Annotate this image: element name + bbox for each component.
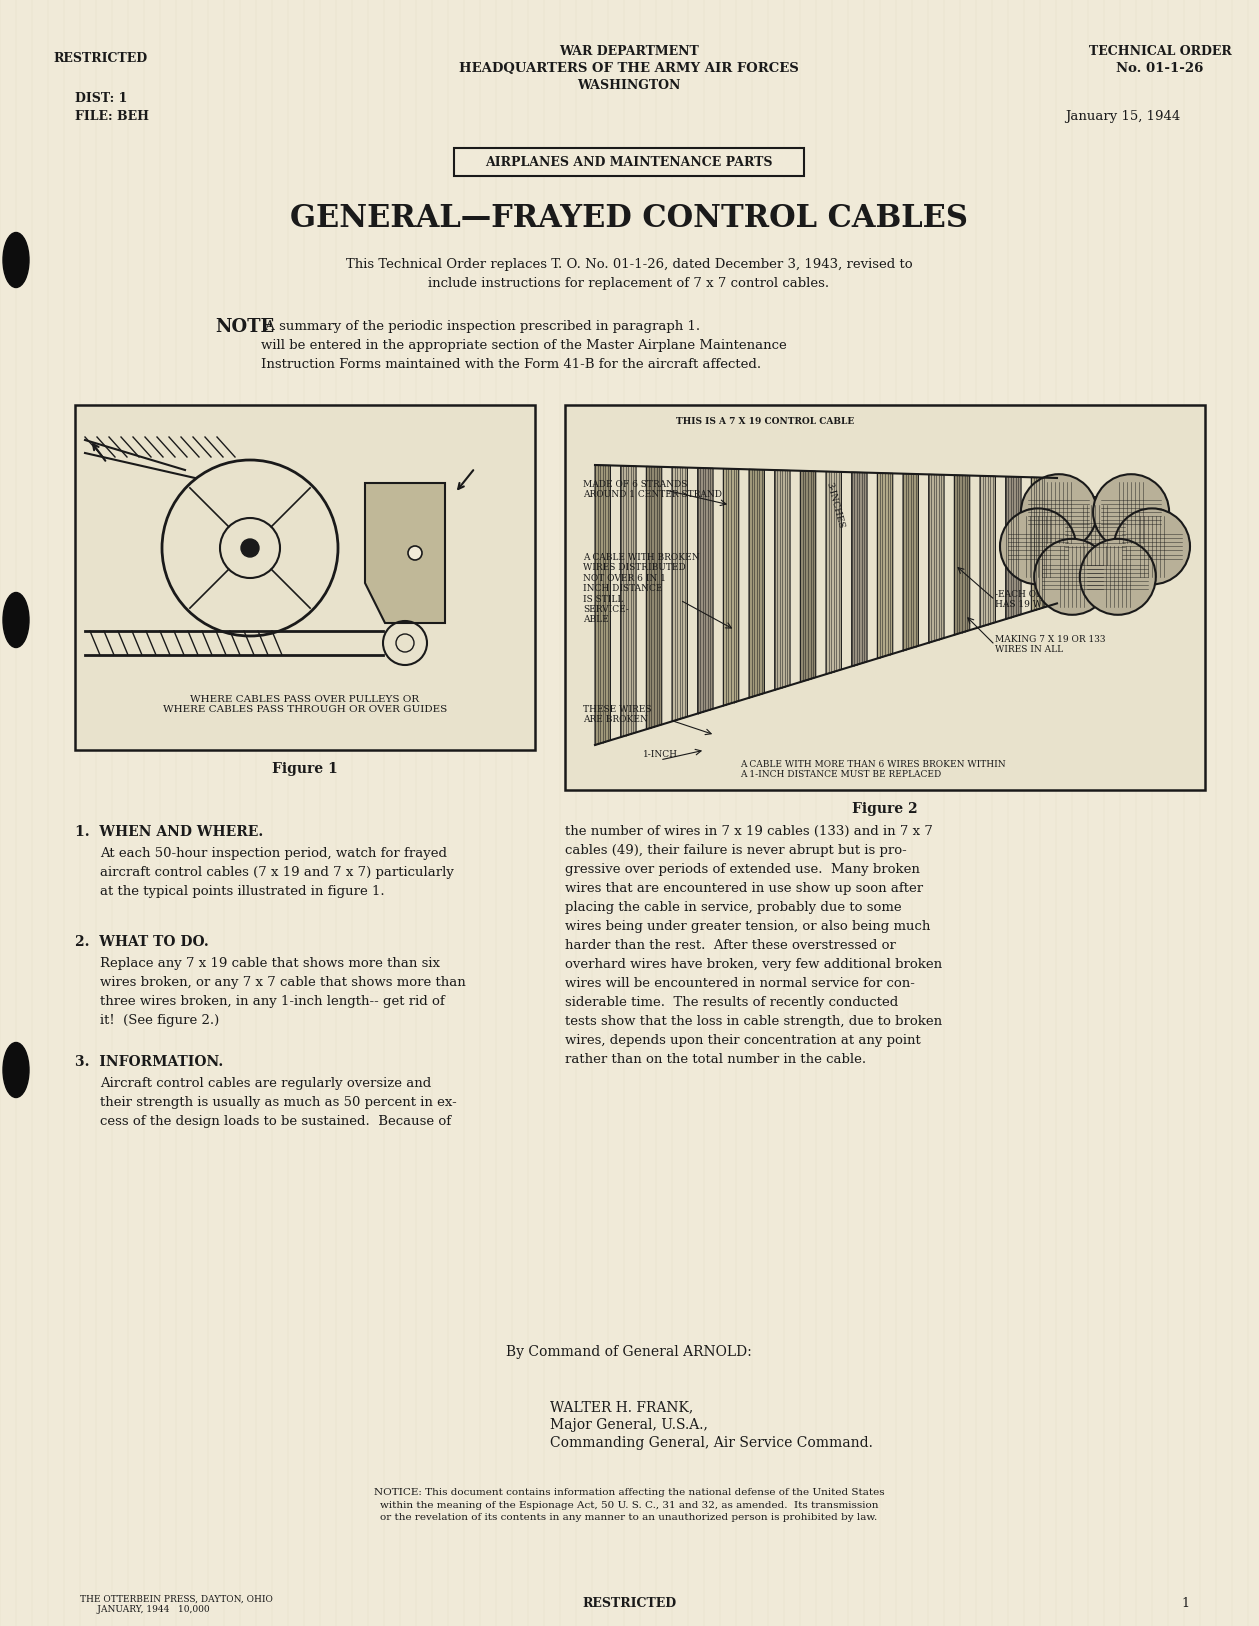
Bar — [565, 405, 1205, 790]
Text: Figure 1: Figure 1 — [272, 763, 337, 776]
Text: A CABLE WITH BROKEN
WIRES DISTRIBUTED
NOT OVER 6 IN 1
INCH DISTANCE
IS STILL
SER: A CABLE WITH BROKEN WIRES DISTRIBUTED NO… — [583, 553, 700, 624]
Text: No. 01-1-26: No. 01-1-26 — [1117, 62, 1204, 75]
Bar — [454, 148, 805, 176]
Ellipse shape — [3, 592, 29, 647]
Polygon shape — [929, 475, 944, 642]
Text: A CABLE WITH MORE THAN 6 WIRES BROKEN WITHIN
A 1-INCH DISTANCE MUST BE REPLACED: A CABLE WITH MORE THAN 6 WIRES BROKEN WI… — [740, 759, 1006, 779]
Text: Aircraft control cables are regularly oversize and
their strength is usually as : Aircraft control cables are regularly ov… — [99, 1076, 457, 1128]
Text: WHERE CABLES PASS OVER PULLEYS OR
WHERE CABLES PASS THROUGH OR OVER GUIDES: WHERE CABLES PASS OVER PULLEYS OR WHERE … — [162, 694, 447, 714]
Text: 1.  WHEN AND WHERE.: 1. WHEN AND WHERE. — [76, 824, 263, 839]
Text: MAKING 7 X 19 OR 133
WIRES IN ALL: MAKING 7 X 19 OR 133 WIRES IN ALL — [995, 636, 1105, 654]
Polygon shape — [621, 465, 636, 737]
Text: Commanding General, Air Service Command.: Commanding General, Air Service Command. — [550, 1436, 872, 1450]
Polygon shape — [903, 473, 918, 650]
Circle shape — [1114, 509, 1190, 584]
Circle shape — [1000, 509, 1076, 584]
Text: WALTER H. FRANK,: WALTER H. FRANK, — [550, 1400, 694, 1415]
Polygon shape — [878, 473, 893, 659]
Text: GENERAL—FRAYED CONTROL CABLES: GENERAL—FRAYED CONTROL CABLES — [290, 203, 968, 234]
Text: RESTRICTED: RESTRICTED — [53, 52, 147, 65]
Text: MADE OF 6 STRANDS
AROUND 1 CENTER STRAND: MADE OF 6 STRANDS AROUND 1 CENTER STRAND — [583, 480, 721, 499]
Polygon shape — [774, 470, 791, 689]
Polygon shape — [980, 476, 996, 628]
Text: -EACH OF 7 STRANDS
HAS 19 WIRES: -EACH OF 7 STRANDS HAS 19 WIRES — [995, 590, 1100, 610]
Text: DIST: 1: DIST: 1 — [76, 93, 127, 106]
Text: HEADQUARTERS OF THE ARMY AIR FORCES: HEADQUARTERS OF THE ARMY AIR FORCES — [460, 62, 799, 75]
Polygon shape — [851, 472, 867, 667]
Text: THE OTTERBEIN PRESS, DAYTON, OHIO
      JANUARY, 1944   10,000: THE OTTERBEIN PRESS, DAYTON, OHIO JANUAR… — [81, 1595, 273, 1615]
Text: FILE: BEH: FILE: BEH — [76, 111, 149, 124]
Text: January 15, 1944: January 15, 1944 — [1065, 111, 1180, 124]
Polygon shape — [596, 465, 611, 745]
Text: NOTICE: This document contains information affecting the national defense of the: NOTICE: This document contains informati… — [374, 1488, 884, 1522]
Text: 1: 1 — [1181, 1597, 1188, 1610]
Circle shape — [1034, 538, 1110, 615]
Polygon shape — [826, 472, 841, 675]
Circle shape — [1021, 475, 1097, 550]
Text: A summary of the periodic inspection prescribed in paragraph 1.
will be entered : A summary of the periodic inspection pre… — [261, 320, 787, 371]
Circle shape — [408, 546, 422, 559]
Text: the number of wires in 7 x 19 cables (133) and in 7 x 7
cables (49), their failu: the number of wires in 7 x 19 cables (13… — [565, 824, 942, 1067]
Text: 3-INCHES: 3-INCHES — [825, 481, 846, 528]
Text: By Command of General ARNOLD:: By Command of General ARNOLD: — [506, 1345, 752, 1359]
Text: 1-INCH: 1-INCH — [642, 750, 677, 759]
Text: Major General, U.S.A.,: Major General, U.S.A., — [550, 1418, 708, 1433]
Text: NOTE: NOTE — [215, 319, 274, 337]
Polygon shape — [801, 472, 816, 681]
Polygon shape — [646, 467, 662, 730]
Text: 2.  WHAT TO DO.: 2. WHAT TO DO. — [76, 935, 209, 950]
Polygon shape — [1006, 476, 1021, 620]
Text: 3.  INFORMATION.: 3. INFORMATION. — [76, 1055, 223, 1068]
Circle shape — [240, 538, 259, 558]
Circle shape — [1080, 538, 1156, 615]
Polygon shape — [672, 467, 687, 722]
Text: THESE WIRES
ARE BROKEN: THESE WIRES ARE BROKEN — [583, 706, 651, 725]
Polygon shape — [365, 483, 444, 623]
Text: Replace any 7 x 19 cable that shows more than six
wires broken, or any 7 x 7 cab: Replace any 7 x 19 cable that shows more… — [99, 958, 466, 1028]
Text: TECHNICAL ORDER: TECHNICAL ORDER — [1089, 46, 1231, 59]
Bar — [76, 405, 535, 750]
Text: RESTRICTED: RESTRICTED — [582, 1597, 676, 1610]
Text: THIS IS A 7 X 19 CONTROL CABLE: THIS IS A 7 X 19 CONTROL CABLE — [676, 416, 854, 426]
Polygon shape — [724, 468, 739, 706]
Text: WASHINGTON: WASHINGTON — [578, 80, 681, 93]
Polygon shape — [954, 475, 969, 634]
Text: AIRPLANES AND MAINTENANCE PARTS: AIRPLANES AND MAINTENANCE PARTS — [485, 156, 773, 169]
Ellipse shape — [3, 233, 29, 288]
Polygon shape — [697, 468, 713, 714]
Circle shape — [1058, 498, 1133, 572]
Text: Figure 2: Figure 2 — [852, 802, 918, 816]
Ellipse shape — [3, 1042, 29, 1098]
Text: At each 50-hour inspection period, watch for frayed
aircraft control cables (7 x: At each 50-hour inspection period, watch… — [99, 847, 454, 898]
Text: WAR DEPARTMENT: WAR DEPARTMENT — [559, 46, 699, 59]
Polygon shape — [1031, 478, 1046, 611]
Text: This Technical Order replaces T. O. No. 01-1-26, dated December 3, 1943, revised: This Technical Order replaces T. O. No. … — [346, 259, 913, 289]
Circle shape — [1093, 475, 1170, 550]
Polygon shape — [749, 470, 764, 698]
